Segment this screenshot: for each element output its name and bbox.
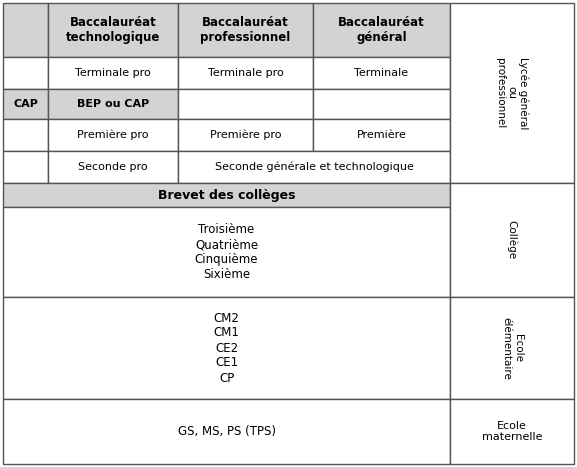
Bar: [3, 119, 48, 151]
Text: Seconde générale et technologique: Seconde générale et technologique: [215, 162, 414, 172]
Text: BEP ou CAP: BEP ou CAP: [77, 99, 149, 109]
Text: Première: Première: [357, 130, 406, 140]
Bar: [48, 89, 178, 119]
Text: Première pro: Première pro: [210, 130, 281, 140]
Bar: [3, 207, 450, 297]
Bar: [3, 297, 450, 399]
Bar: [450, 399, 574, 464]
Bar: [313, 57, 450, 89]
Text: Ecole
maternelle: Ecole maternelle: [482, 421, 542, 442]
Bar: [48, 119, 178, 151]
Text: GS, MS, PS (TPS): GS, MS, PS (TPS): [178, 425, 275, 438]
Bar: [450, 183, 574, 297]
Bar: [3, 57, 48, 89]
Text: Baccalauréat
technologique: Baccalauréat technologique: [66, 16, 160, 44]
Bar: [313, 119, 450, 151]
Bar: [450, 3, 574, 183]
Text: Terminale: Terminale: [354, 68, 409, 78]
Text: Collège: Collège: [507, 220, 517, 260]
Text: Première pro: Première pro: [77, 130, 149, 140]
Bar: [3, 399, 450, 464]
Bar: [48, 151, 178, 183]
Bar: [178, 151, 450, 183]
Bar: [48, 3, 178, 57]
Bar: [3, 89, 48, 119]
Text: CAP: CAP: [13, 99, 38, 109]
Bar: [48, 57, 178, 89]
Text: Baccalauréat
général: Baccalauréat général: [338, 16, 425, 44]
Text: Ecole
élémentaire: Ecole élémentaire: [501, 317, 523, 379]
Text: Terminale pro: Terminale pro: [208, 68, 283, 78]
Bar: [450, 297, 574, 399]
Text: Troisième
Quatrième
Cinquième
Sixième: Troisième Quatrième Cinquième Sixième: [195, 223, 258, 281]
Bar: [178, 3, 313, 57]
Text: Lycée général
ou
professionnel: Lycée général ou professionnel: [495, 57, 529, 129]
Text: Terminale pro: Terminale pro: [75, 68, 151, 78]
Bar: [313, 89, 450, 119]
Text: Brevet des collèges: Brevet des collèges: [158, 189, 295, 201]
Text: Baccalauréat
professionnel: Baccalauréat professionnel: [200, 16, 291, 44]
Bar: [178, 119, 313, 151]
Bar: [3, 3, 48, 57]
Bar: [3, 151, 48, 183]
Bar: [313, 3, 450, 57]
Text: Seconde pro: Seconde pro: [78, 162, 148, 172]
Bar: [178, 89, 313, 119]
Bar: [3, 183, 450, 207]
Text: CM2
CM1
CE2
CE1
CP: CM2 CM1 CE2 CE1 CP: [213, 311, 239, 384]
Bar: [178, 57, 313, 89]
